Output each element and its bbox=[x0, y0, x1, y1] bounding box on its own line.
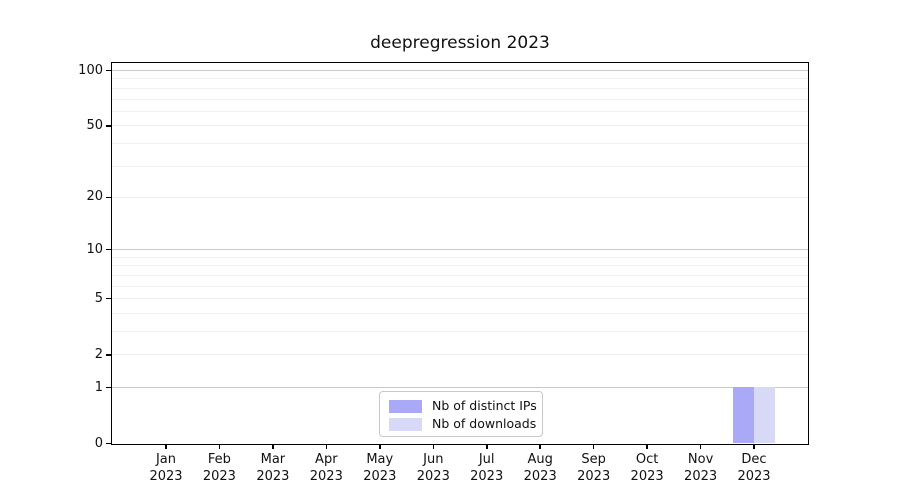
x-tick-mark bbox=[432, 445, 434, 449]
y-tick-mark bbox=[106, 125, 111, 127]
bar-nb-of-distinct-ips bbox=[732, 387, 754, 443]
x-tick-label-oct: Oct 2023 bbox=[630, 452, 664, 484]
y-tick-label-20: 20 bbox=[86, 189, 103, 205]
gridline-minor bbox=[112, 256, 808, 258]
gridline-minor bbox=[112, 110, 808, 112]
y-tick-label-2: 2 bbox=[94, 346, 103, 362]
gridline-minor bbox=[112, 354, 808, 356]
gridline-minor bbox=[112, 285, 808, 287]
x-tick-mark bbox=[646, 445, 648, 449]
legend-item-nb-of-downloads: Nb of downloads bbox=[389, 415, 537, 433]
legend-label-nb-of-downloads: Nb of downloads bbox=[432, 416, 537, 431]
x-tick-mark bbox=[699, 445, 702, 449]
gridline-minor bbox=[112, 125, 808, 127]
legend-swatch-nb-of-downloads bbox=[389, 417, 422, 431]
plot-area bbox=[111, 62, 809, 445]
gridline-minor bbox=[112, 78, 808, 80]
gridline-minor bbox=[112, 98, 808, 100]
x-tick-label-apr: Apr 2023 bbox=[309, 452, 343, 484]
gridline-major bbox=[112, 249, 808, 251]
gridline-minor bbox=[112, 196, 808, 198]
y-tick-mark bbox=[106, 69, 111, 72]
x-tick-mark bbox=[539, 445, 541, 449]
x-tick-label-nov: Nov 2023 bbox=[684, 452, 718, 484]
legend-label-nb-of-distinct-ips: Nb of distinct IPs bbox=[432, 398, 537, 413]
y-tick-mark bbox=[106, 297, 111, 300]
x-tick-label-may: May 2023 bbox=[363, 452, 397, 484]
x-tick-mark bbox=[753, 445, 755, 449]
x-tick-mark bbox=[486, 445, 488, 449]
x-tick-mark bbox=[325, 445, 328, 449]
gridline-minor bbox=[112, 265, 808, 267]
x-tick-label-dec: Dec 2023 bbox=[737, 452, 771, 484]
x-tick-mark bbox=[218, 445, 221, 449]
y-tick-label-5: 5 bbox=[94, 290, 103, 306]
x-tick-label-aug: Aug 2023 bbox=[523, 452, 557, 484]
gridline-major bbox=[112, 387, 808, 388]
y-tick-mark bbox=[106, 196, 111, 199]
y-tick-label-0: 0 bbox=[94, 435, 103, 451]
bar-nb-of-downloads bbox=[753, 387, 775, 443]
x-tick-mark bbox=[379, 445, 381, 449]
chart-title: deepregression 2023 bbox=[370, 33, 550, 53]
x-tick-label-mar: Mar 2023 bbox=[256, 452, 290, 484]
gridline-minor bbox=[112, 142, 808, 144]
x-tick-mark bbox=[165, 445, 167, 449]
y-tick-mark bbox=[106, 386, 111, 389]
gridline-minor bbox=[112, 298, 808, 300]
y-tick-mark bbox=[106, 248, 111, 251]
gridline-minor bbox=[112, 165, 808, 167]
gridline-minor bbox=[112, 312, 808, 314]
x-tick-mark bbox=[272, 445, 274, 449]
y-tick-label-50: 50 bbox=[86, 117, 103, 133]
gridline-minor bbox=[112, 331, 808, 332]
x-tick-label-sep: Sep 2023 bbox=[577, 452, 611, 484]
legend: Nb of distinct IPs Nb of downloads bbox=[379, 391, 543, 437]
legend-swatch-nb-of-distinct-ips bbox=[389, 399, 422, 413]
x-tick-label-jul: Jul 2023 bbox=[470, 452, 504, 484]
gridline-major bbox=[112, 70, 808, 71]
y-tick-label-10: 10 bbox=[86, 241, 103, 257]
x-tick-mark bbox=[592, 445, 595, 449]
gridline-minor bbox=[112, 87, 808, 89]
y-tick-label-1: 1 bbox=[94, 379, 103, 395]
x-tick-label-jun: Jun 2023 bbox=[416, 452, 450, 484]
y-tick-mark bbox=[106, 354, 111, 356]
y-tick-label-100: 100 bbox=[78, 62, 103, 78]
x-tick-label-feb: Feb 2023 bbox=[202, 452, 236, 484]
y-tick-mark bbox=[106, 442, 111, 445]
gridline-minor bbox=[112, 274, 808, 276]
legend-item-nb-of-distinct-ips: Nb of distinct IPs bbox=[389, 397, 537, 415]
x-tick-label-jan: Jan 2023 bbox=[149, 452, 183, 484]
